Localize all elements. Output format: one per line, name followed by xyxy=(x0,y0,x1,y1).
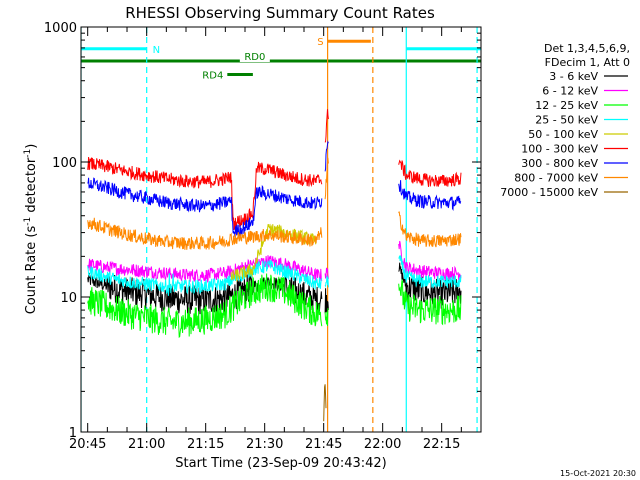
bar-label-rd4: RD4 xyxy=(202,70,223,81)
series-800-7000-kev-line-0 xyxy=(87,217,323,250)
series-25-50-kev-line-0 xyxy=(87,260,323,296)
y-axis-label: Count Rate (s-1 detector-1) xyxy=(23,144,39,315)
legend-label-300-800-kev: 300 - 800 keV xyxy=(521,157,598,170)
x-tick-label-21-00: 21:00 xyxy=(128,437,165,452)
y-axis-label-sup2: -1 xyxy=(23,149,33,158)
legend-label-12-25-kev: 12 - 25 keV xyxy=(535,99,598,112)
series-100-300-kev-line-0 xyxy=(87,156,323,231)
x-tick-label-21-15: 21:15 xyxy=(187,437,224,452)
y-tick-label-1: 1 xyxy=(69,426,77,441)
y-tick-label-10: 10 xyxy=(60,291,77,306)
legend-label-7000-15000-kev: 7000 - 15000 keV xyxy=(500,186,598,199)
y-axis-label-sup1: -1 xyxy=(23,217,33,226)
series-12-25-kev-line-1 xyxy=(324,308,329,327)
x-tick-label-22-00: 22:00 xyxy=(364,437,401,452)
bar-label-rd0: RD0 xyxy=(244,52,265,63)
x-tick-label-20-45: 20:45 xyxy=(69,437,106,452)
y-axis-label-mid: detector xyxy=(24,157,39,217)
x-tick-label-21-30: 21:30 xyxy=(246,437,283,452)
y-tick-label-100: 100 xyxy=(52,156,77,171)
legend-label-6-12-kev: 6 - 12 keV xyxy=(542,85,598,98)
series-6-12-kev-line-0 xyxy=(87,255,323,283)
series-25-50-kev-line-1 xyxy=(324,275,329,288)
legend-label-3-6-kev: 3 - 6 keV xyxy=(549,70,598,83)
series-100-300-kev-line-2 xyxy=(398,159,462,187)
footer-timestamp: 15-Oct-2021 20:30 xyxy=(560,469,636,478)
x-tick-label-21-45: 21:45 xyxy=(305,437,342,452)
y-axis-label-end: ) xyxy=(24,144,39,149)
legend: Det 1,3,4,5,6,9, FDecim 1, Att 0 3 - 6 k… xyxy=(500,42,630,199)
chart-title: RHESSI Observing Summary Count Rates xyxy=(125,4,435,22)
series-300-800-kev-line-1 xyxy=(324,140,329,172)
y-axis-label-main: Count Rate (s xyxy=(24,226,39,315)
series-50-100-kev-line-0 xyxy=(230,223,317,282)
series-12-25-kev-line-2 xyxy=(398,278,462,326)
legend-label-50-100-kev: 50 - 100 keV xyxy=(528,128,598,141)
y-tick-label-1000: 1000 xyxy=(44,21,77,36)
series-6-12-kev-line-1 xyxy=(324,267,329,279)
series-800-7000-kev-line-1 xyxy=(324,157,329,200)
series-3-6-kev-line-1 xyxy=(324,288,329,314)
series-300-800-kev-line-0 xyxy=(87,177,323,238)
legend-header-line-2: FDecim 1, Att 0 xyxy=(545,56,630,69)
legend-label-100-300-kev: 100 - 300 keV xyxy=(521,143,598,156)
series-7000-15000-kev-line-0 xyxy=(323,384,327,422)
plot-frame xyxy=(80,26,482,433)
legend-label-800-7000-kev: 800 - 7000 keV xyxy=(514,172,598,185)
series-25-50-kev-line-2 xyxy=(398,254,462,289)
series-300-800-kev-line-2 xyxy=(398,180,462,211)
bar-label-bg-rd0 xyxy=(239,49,270,62)
bar-label-n: N xyxy=(153,45,160,56)
series-800-7000-kev-line-2 xyxy=(398,211,462,248)
legend-label-25-50-kev: 25 - 50 keV xyxy=(535,114,598,127)
x-tick-label-22-15: 22:15 xyxy=(423,437,460,452)
series-12-25-kev-line-0 xyxy=(87,273,323,339)
series-100-300-kev-line-1 xyxy=(324,109,329,143)
bar-label-s: S xyxy=(317,37,323,48)
legend-header-line-1: Det 1,3,4,5,6,9, xyxy=(544,42,630,55)
x-axis-label: Start Time (23-Sep-09 20:43:42) xyxy=(175,456,386,471)
